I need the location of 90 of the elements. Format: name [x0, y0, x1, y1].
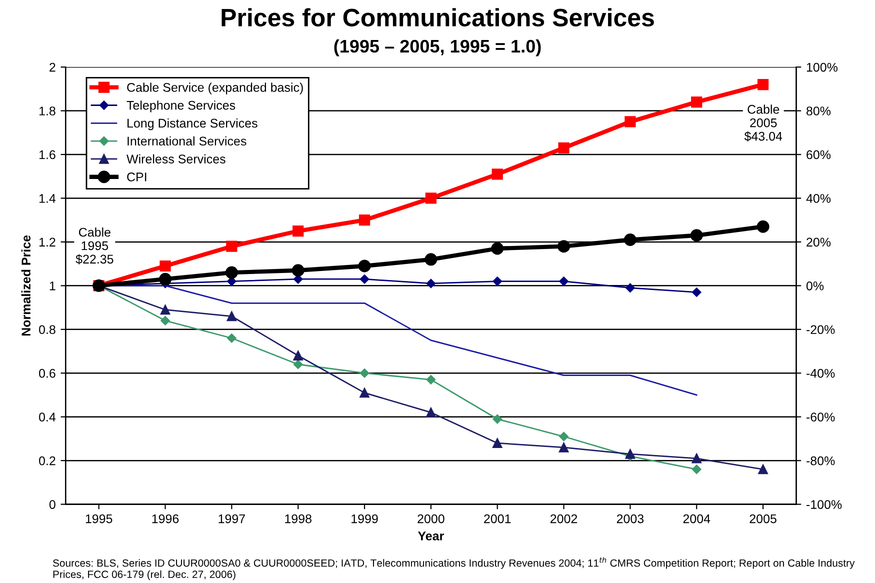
point — [692, 464, 702, 474]
point — [225, 266, 238, 279]
point — [292, 264, 304, 277]
point — [160, 316, 170, 326]
y-tick-label: 1 — [50, 282, 56, 290]
point — [293, 350, 303, 360]
y2-tick-label: -40% — [806, 368, 835, 378]
x-tick-label: 2003 — [616, 514, 644, 524]
point — [426, 375, 436, 384]
legend-label: Telephone Services — [126, 100, 236, 112]
point — [626, 283, 635, 292]
y-tick-label: 0 — [49, 500, 56, 509]
point — [426, 408, 436, 418]
x-tick-label: 2004 — [683, 514, 710, 524]
point — [226, 311, 237, 322]
x-tick-label: 1997 — [218, 514, 245, 524]
point — [492, 414, 502, 424]
y-tick-label: 0.8 — [39, 325, 56, 334]
point — [160, 304, 170, 315]
point — [159, 272, 172, 286]
annotation: Cable 1995 $22.35 — [76, 227, 114, 264]
point — [758, 464, 768, 474]
x-tick-label: 1999 — [352, 514, 378, 524]
point — [227, 334, 236, 343]
y2-tick-label: 100% — [806, 62, 838, 72]
point — [360, 388, 370, 398]
y2-tick-label: 80% — [806, 106, 831, 116]
legend-label: International Services — [128, 136, 246, 146]
point — [293, 360, 303, 369]
legend-label: CPI — [127, 172, 146, 182]
point — [491, 242, 504, 255]
point — [492, 168, 503, 180]
x-axis-title: Year — [418, 532, 444, 540]
y-tick-label: 1.2 — [39, 238, 56, 246]
chart-subtitle: (1995 – 2005, 1995 = 1.0) — [334, 39, 541, 56]
point — [756, 220, 770, 233]
x-tick-label: 1996 — [152, 514, 179, 524]
point — [691, 96, 702, 108]
chart-title: Prices for Communications Services — [222, 8, 654, 26]
point — [360, 274, 370, 284]
point — [492, 438, 502, 448]
y2-tick-label: -60% — [806, 412, 835, 422]
point — [757, 78, 769, 90]
x-tick-label: 2005 — [750, 514, 776, 524]
y2-tick-label: 20% — [806, 238, 831, 247]
x-tick-label: 2000 — [418, 514, 444, 524]
x-tick-label: 2002 — [550, 514, 578, 524]
point — [426, 278, 436, 288]
y-tick-label: 0.2 — [39, 456, 56, 466]
point — [358, 214, 370, 226]
y2-tick-label: 60% — [806, 150, 831, 160]
legend-label: Wireless Services — [126, 154, 226, 164]
point — [624, 234, 636, 246]
point — [558, 142, 570, 154]
y2-tick-label: 40% — [806, 194, 831, 203]
point — [424, 253, 438, 266]
point — [160, 260, 171, 272]
point — [226, 240, 238, 252]
x-tick-label: 2001 — [484, 514, 511, 524]
text: Sources: BLS, Series ID CUUR0000SA0 & CUUR0000SEED; IATD, Telecommunications Industry Revenues 2004; 11$^{th}$ CMRS Competition Report; Report on Cable Industry Prices, FCC 06-179 (rel. Dec. 27, 2006) — [52, 557, 855, 580]
y2-tick-label: -100% — [806, 500, 842, 509]
point — [360, 368, 370, 378]
y2-tick-label: 0% — [806, 281, 824, 290]
point — [690, 229, 703, 242]
y-tick-label: 1.6 — [39, 150, 56, 160]
y2-tick-label: -20% — [806, 325, 835, 334]
point — [559, 432, 568, 442]
point — [425, 192, 436, 204]
point — [692, 288, 702, 297]
y-tick-label: 0.4 — [39, 412, 56, 422]
point — [559, 276, 568, 286]
x-tick-label: 1995 — [86, 514, 112, 524]
point — [292, 225, 304, 237]
y-tick-label: 1.4 — [39, 194, 56, 203]
point — [692, 454, 702, 464]
y2-tick-label: -80% — [806, 456, 835, 466]
x-tick-label: 1998 — [285, 514, 312, 524]
point — [624, 116, 636, 128]
legend-label: Cable Service (expanded basic) — [127, 82, 303, 94]
y-tick-label: 2 — [50, 62, 56, 72]
point — [625, 449, 636, 459]
point — [558, 442, 569, 452]
legend-label: Long Distance Services — [128, 118, 258, 130]
point — [492, 276, 502, 286]
y-tick-label: 0.6 — [39, 368, 56, 378]
y-tick-label: 1.8 — [39, 106, 56, 116]
point — [358, 260, 371, 272]
point — [558, 240, 570, 253]
annotation: Cable 2005 $43.04 — [744, 104, 782, 142]
y-axis-title: Normalized Price — [21, 235, 30, 336]
